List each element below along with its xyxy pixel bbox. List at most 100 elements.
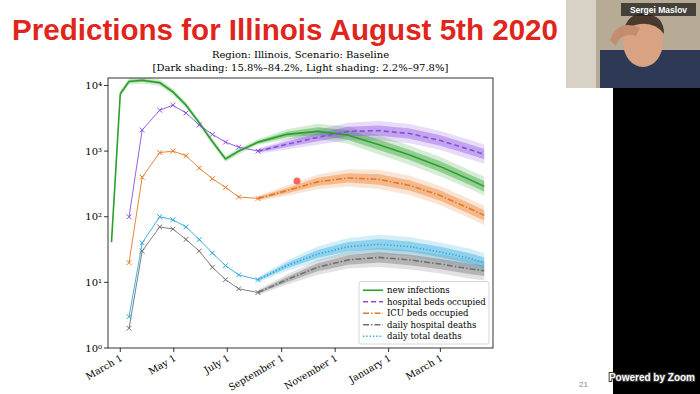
x-tick xyxy=(335,348,336,352)
y-tick-label: 10⁴ xyxy=(85,80,102,91)
observed-marker xyxy=(157,108,162,113)
observed-marker xyxy=(256,277,261,282)
series-line xyxy=(258,244,484,279)
webcam-hand xyxy=(610,25,640,46)
observed-line xyxy=(129,217,258,317)
observed-marker xyxy=(223,263,228,268)
observed-marker xyxy=(236,272,241,277)
legend-swatch xyxy=(363,289,383,291)
observed-marker xyxy=(127,214,132,219)
observed-marker xyxy=(197,123,202,128)
observed-marker xyxy=(157,150,162,155)
y-tick xyxy=(104,348,108,349)
x-tick xyxy=(388,348,389,352)
observed-marker xyxy=(184,111,189,116)
confidence-band xyxy=(258,239,484,281)
observed-marker xyxy=(140,240,145,245)
confidence-band xyxy=(258,173,484,220)
plot-frame xyxy=(108,78,493,348)
page-number: 21 xyxy=(579,380,588,389)
zoom-background xyxy=(0,0,700,394)
legend-label: daily hospital deaths xyxy=(387,320,476,330)
observed-marker xyxy=(184,237,189,242)
series-line xyxy=(258,178,484,215)
chart-subtitle: [Dark shading: 15.8%–84.2%, Light shadin… xyxy=(153,62,449,73)
observed-marker xyxy=(223,277,228,282)
observed-marker xyxy=(170,217,175,222)
confidence-band xyxy=(258,169,484,225)
observed-marker xyxy=(210,132,215,137)
laser-pointer xyxy=(294,178,301,185)
observed-marker xyxy=(197,249,202,254)
observed-marker xyxy=(236,195,241,200)
y-tick-label: 10³ xyxy=(85,146,102,157)
x-tick-label: January 1 xyxy=(346,352,393,385)
legend-swatch xyxy=(363,335,383,337)
x-tick-label: March 1 xyxy=(404,352,445,382)
observed-marker xyxy=(197,237,202,242)
observed-marker xyxy=(140,128,145,133)
speaker-name: Sergei Maslov xyxy=(630,5,687,15)
webcam-room xyxy=(566,0,700,88)
observed-marker xyxy=(127,314,132,319)
x-tick-label: July 1 xyxy=(201,352,231,376)
observed-marker xyxy=(236,286,241,291)
y-tick-label: 10⁰ xyxy=(85,343,102,354)
observed-marker xyxy=(184,153,189,158)
observed-marker xyxy=(256,290,261,295)
x-tick-label: May 1 xyxy=(146,352,177,376)
observed-marker xyxy=(223,185,228,190)
y-tick xyxy=(104,85,108,86)
observed-marker xyxy=(210,251,215,256)
x-tick-label: November 1 xyxy=(282,352,339,391)
observed-marker xyxy=(170,149,175,154)
y-tick xyxy=(104,216,108,217)
slide-canvas: Predictions for Illinois August 5th 2020… xyxy=(0,0,700,394)
x-tick xyxy=(120,348,121,352)
confidence-band xyxy=(112,78,485,245)
slide-background xyxy=(0,0,613,394)
x-tick xyxy=(227,348,228,352)
chart: Region: Illinois, Scenario: Baseline [Dar… xyxy=(84,49,493,393)
legend-label: ICU beds occupied xyxy=(387,308,469,318)
observed-marker xyxy=(210,265,215,270)
legend-box xyxy=(359,282,489,345)
observed-marker xyxy=(256,149,261,154)
legend: new infections hospital beds occupiedICU … xyxy=(359,282,489,345)
observed-marker xyxy=(127,326,132,331)
legend-label: new infections xyxy=(387,285,450,295)
slide-title: Predictions for Illinois August 5th 2020 xyxy=(12,14,558,46)
y-tick xyxy=(104,282,108,283)
observed-marker xyxy=(140,175,145,180)
x-tick xyxy=(440,348,441,352)
speaker-label-bg xyxy=(621,3,696,16)
observed-marker xyxy=(256,196,261,201)
legend-swatch xyxy=(363,324,383,326)
x-tick-label: September 1 xyxy=(226,352,285,393)
observed-marker xyxy=(197,166,202,171)
observed-line xyxy=(129,105,258,217)
x-tick xyxy=(281,348,282,352)
observed-marker xyxy=(127,260,132,265)
webcam-wall xyxy=(566,0,596,88)
y-tick-label: 10¹ xyxy=(85,277,102,288)
y-tick-label: 10² xyxy=(85,211,102,222)
series-line xyxy=(112,80,485,242)
legend-swatch xyxy=(363,312,383,314)
legend-label: hospital beds occupied xyxy=(387,297,486,307)
legend-label: daily total deaths xyxy=(387,331,462,341)
plot-area xyxy=(108,78,493,348)
webcam-thumbnail: Sergei Maslov xyxy=(566,0,700,88)
observed-marker xyxy=(170,103,175,108)
observed-marker xyxy=(184,225,189,230)
observed-marker xyxy=(223,140,228,145)
chart-title: Region: Illinois, Scenario: Baseline xyxy=(212,49,389,60)
observed-marker xyxy=(157,214,162,219)
observed-marker xyxy=(210,176,215,181)
y-tick xyxy=(104,151,108,152)
x-tick xyxy=(173,348,174,352)
observed-marker xyxy=(170,227,175,232)
x-tick-label: March 1 xyxy=(84,352,125,382)
observed-marker xyxy=(236,145,241,150)
legend-swatch xyxy=(363,301,383,303)
